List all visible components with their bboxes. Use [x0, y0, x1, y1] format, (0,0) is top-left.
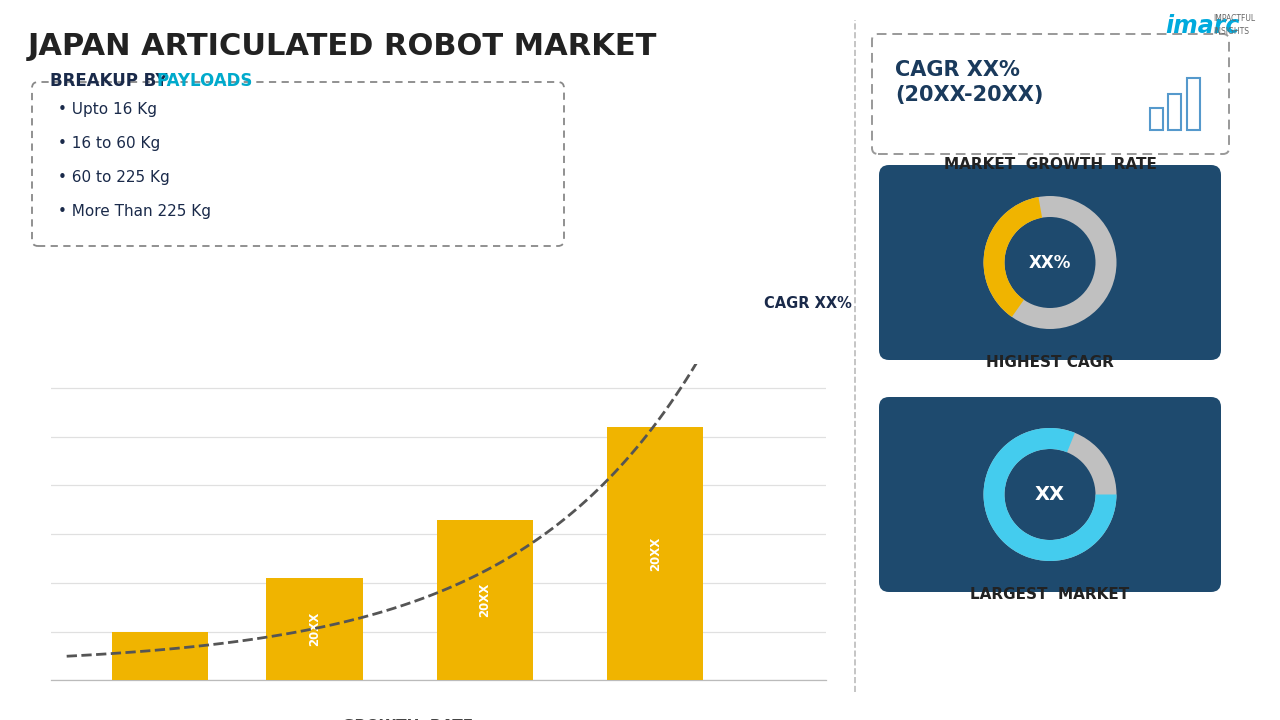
Text: 20XX: 20XX — [649, 536, 662, 571]
Text: PAYLOADS: PAYLOADS — [157, 72, 253, 90]
Bar — [111, 631, 207, 680]
FancyBboxPatch shape — [872, 34, 1229, 154]
Text: 20XX: 20XX — [479, 583, 492, 617]
Text: BREAKUP BY: BREAKUP BY — [50, 72, 173, 90]
FancyBboxPatch shape — [32, 82, 564, 246]
Text: imarc: imarc — [1165, 14, 1239, 38]
Bar — [607, 427, 703, 680]
Text: (20XX-20XX): (20XX-20XX) — [895, 85, 1043, 105]
Text: GROWTH  RATE: GROWTH RATE — [342, 719, 474, 720]
Wedge shape — [983, 428, 1116, 561]
Text: HIGHEST CAGR: HIGHEST CAGR — [986, 355, 1114, 370]
FancyBboxPatch shape — [879, 397, 1221, 592]
Text: IMPACTFUL
INSIGHTS: IMPACTFUL INSIGHTS — [1213, 14, 1256, 35]
Text: • 16 to 60 Kg: • 16 to 60 Kg — [58, 136, 160, 151]
Text: XX%: XX% — [1029, 253, 1071, 271]
Wedge shape — [983, 196, 1116, 329]
Text: • More Than 225 Kg: • More Than 225 Kg — [58, 204, 211, 219]
FancyBboxPatch shape — [879, 165, 1221, 360]
Text: JAPAN ARTICULATED ROBOT MARKET: JAPAN ARTICULATED ROBOT MARKET — [28, 32, 658, 61]
Text: MARKET  GROWTH  RATE: MARKET GROWTH RATE — [943, 157, 1156, 172]
Text: • Upto 16 Kg: • Upto 16 Kg — [58, 102, 157, 117]
Wedge shape — [983, 197, 1042, 317]
Text: XX: XX — [1036, 485, 1065, 504]
Text: • 60 to 225 Kg: • 60 to 225 Kg — [58, 170, 170, 185]
Bar — [266, 578, 362, 680]
Bar — [436, 520, 532, 680]
Text: LARGEST  MARKET: LARGEST MARKET — [970, 587, 1130, 602]
Wedge shape — [983, 428, 1116, 561]
Text: CAGR XX%: CAGR XX% — [895, 60, 1020, 80]
Text: CAGR XX%: CAGR XX% — [764, 295, 851, 310]
Text: 20XX: 20XX — [308, 612, 321, 647]
